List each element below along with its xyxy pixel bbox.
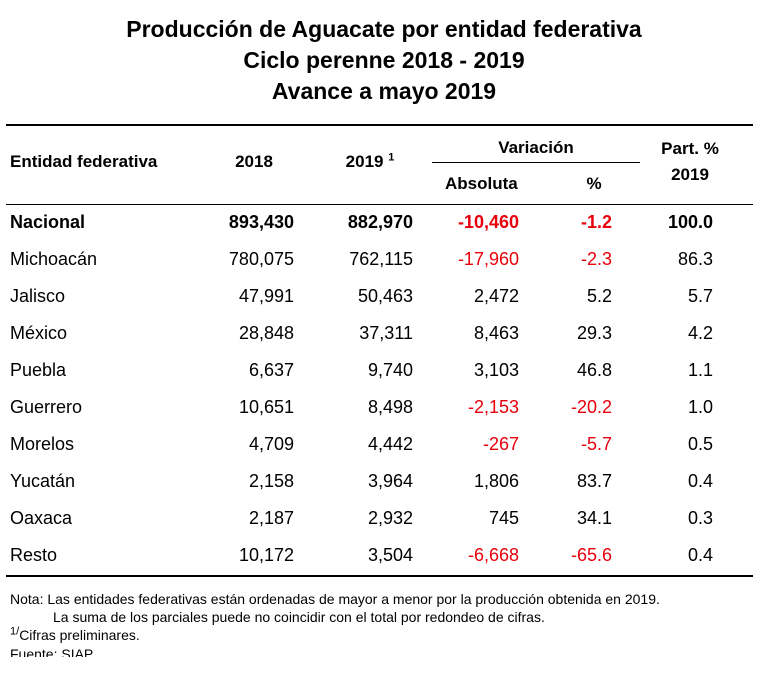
cell-absoluta: 1,806 [473,471,519,491]
title-line-1: Producción de Aguacate por entidad feder… [126,16,642,42]
cell-2018: 2,158 [248,471,294,491]
note-fuente: Fuente: SIAP [10,646,94,657]
cell-2019: 8,498 [367,397,413,417]
cell-2019: 2,932 [367,508,413,528]
cell-entidad: Yucatán [10,471,76,491]
cell-part: 0.4 [687,471,713,491]
header-divider [6,204,753,205]
cell-2019: 50,463 [357,286,413,306]
cell-pct: 34.1 [576,508,612,528]
table-bottom-rule [6,575,753,577]
cell-part: 5.7 [687,286,713,306]
cell-absoluta: -6,668 [467,545,519,565]
table-top-rule [6,124,753,126]
cell-absoluta: -17,960 [457,249,519,269]
cell-2018: 780,075 [228,249,294,269]
cell-absoluta: 2,472 [473,286,519,306]
cell-pct: 5.2 [586,286,612,306]
note-line-2: La suma de los parciales puede no coinci… [53,609,545,625]
cell-absoluta: -267 [482,434,519,454]
cell-absoluta: 3,103 [473,360,519,380]
cell-part: 86.3 [677,249,713,269]
cell-2018: 28,848 [238,323,294,343]
header-pct: % [586,174,602,193]
cell-2019: 882,970 [347,212,413,232]
cell-entidad: Oaxaca [10,508,73,528]
header-2019: 2019 1 [345,151,395,171]
header-2018: 2018 [235,152,273,171]
cell-entidad: Jalisco [10,286,66,306]
cell-entidad: Michoacán [10,249,98,269]
header-entidad: Entidad federativa [10,152,158,171]
cell-2019: 4,442 [367,434,413,454]
cell-pct: -2.3 [580,249,612,269]
cell-absoluta: -2,153 [467,397,519,417]
cell-entidad: Puebla [10,360,67,380]
cell-2018: 2,187 [248,508,294,528]
cell-part: 4.2 [687,323,713,343]
title-line-2: Ciclo perenne 2018 - 2019 [243,47,525,73]
note-line-1: Nota: Las entidades federativas están or… [10,591,660,607]
cell-entidad: Morelos [10,434,75,454]
cell-part: 0.5 [687,434,713,454]
cell-2018: 10,651 [238,397,294,417]
header-absoluta: Absoluta [445,174,518,193]
cell-pct: -1.2 [580,212,612,232]
cell-entidad: Guerrero [10,397,83,417]
cell-2019: 3,504 [367,545,413,565]
note-prelim: 1/Cifras preliminares. [10,625,140,643]
cell-2019: 9,740 [367,360,413,380]
cell-2019: 37,311 [359,323,413,343]
cell-entidad: Nacional [10,212,86,232]
cell-2018: 6,637 [248,360,294,380]
cell-pct: 83.7 [576,471,612,491]
cell-pct: -65.6 [570,545,612,565]
cell-pct: 46.8 [576,360,612,380]
cell-part: 100.0 [667,212,713,232]
cell-absoluta: 8,463 [473,323,519,343]
cell-2018: 4,709 [248,434,294,454]
cell-2018: 893,430 [228,212,294,232]
note-fuente-clip: Fuente: SIAP [10,645,210,657]
cell-entidad: Resto [10,545,58,565]
cell-part: 1.1 [687,360,713,380]
cell-2018: 47,991 [238,286,294,306]
title-line-3: Avance a mayo 2019 [271,78,497,104]
cell-pct: -5.7 [580,434,612,454]
cell-part: 1.0 [687,397,713,417]
cell-absoluta: 745 [488,508,519,528]
cell-part: 0.4 [687,545,713,565]
cell-2018: 10,172 [238,545,294,565]
variacion-rule [432,162,640,163]
cell-part: 0.3 [687,508,713,528]
header-part: Part. % [661,139,719,158]
cell-2019: 762,115 [349,249,413,269]
cell-absoluta: -10,460 [457,212,519,232]
cell-entidad: México [10,323,68,343]
cell-pct: -20.2 [570,397,612,417]
cell-2019: 3,964 [367,471,413,491]
header-variacion: Variación [498,138,574,157]
header-part-year: 2019 [671,165,709,184]
cell-pct: 29.3 [576,323,612,343]
